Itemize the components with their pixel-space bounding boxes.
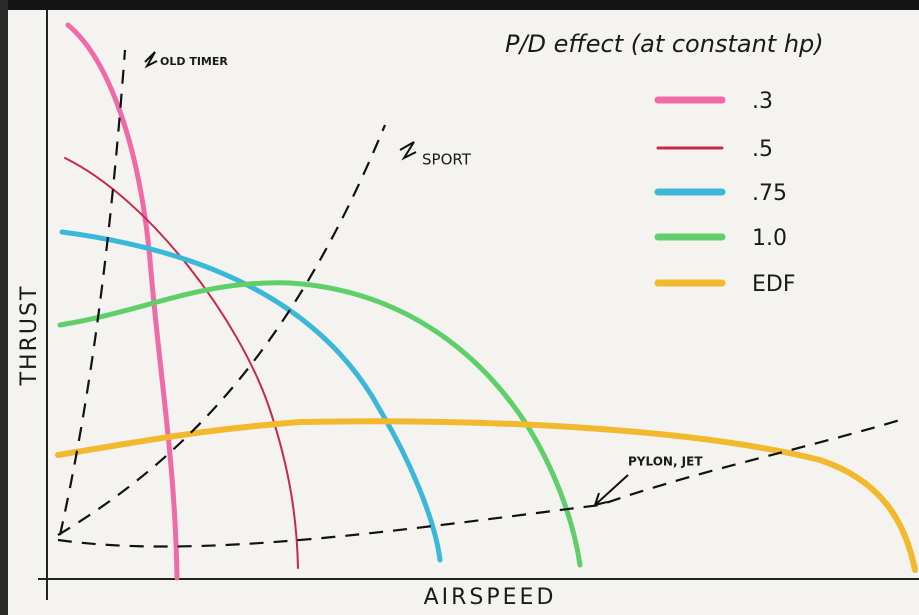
legend-label: .75	[752, 181, 787, 206]
legend-label: 1.0	[752, 226, 787, 251]
annotation: PYLON, JET	[628, 455, 703, 469]
drawing: P/D effect (at constant hp) OLD TIMER SP…	[0, 0, 919, 615]
top-edge	[0, 0, 919, 10]
title: P/D effect (at constant hp)	[505, 30, 824, 58]
left-edge	[0, 0, 8, 615]
legend-label: .3	[752, 89, 773, 114]
y-axis-label: THRUST	[17, 285, 42, 387]
annotation: OLD TIMER	[160, 55, 228, 68]
x-axis-label: AIRSPEED	[424, 585, 557, 610]
legend-label: EDF	[752, 272, 796, 297]
annotation: SPORT	[422, 151, 472, 169]
legend-label: .5	[752, 137, 773, 162]
